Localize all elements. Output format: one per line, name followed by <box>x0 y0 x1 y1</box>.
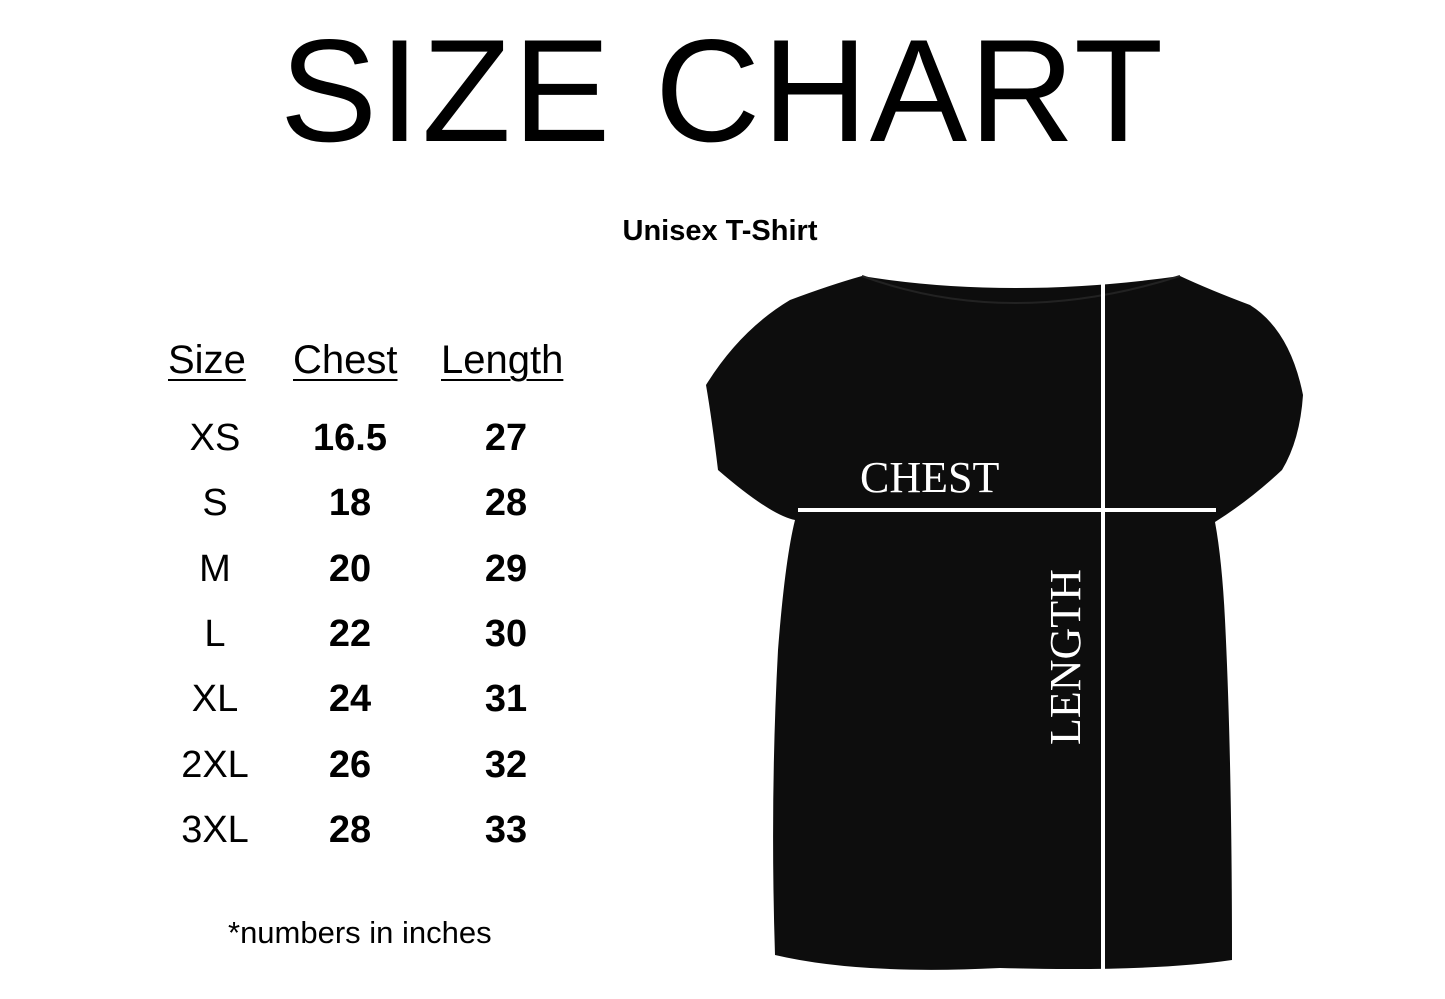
length-cell: 28 <box>484 482 528 525</box>
chest-cell: 16.5 <box>313 417 387 459</box>
length-cell: 27 <box>484 417 528 459</box>
chest-label: CHEST <box>860 453 999 502</box>
size-cell: XS <box>189 417 241 459</box>
subtitle: Unisex T-Shirt <box>622 215 818 247</box>
length-cell: 31 <box>484 678 528 721</box>
size-cell: XL <box>191 678 239 721</box>
size-cell: 3XL <box>181 808 249 851</box>
tshirt-shape <box>706 276 1303 970</box>
chest-line <box>798 508 1216 512</box>
header-chest: Chest <box>293 338 398 382</box>
chest-cell: 28 <box>328 808 372 851</box>
chest-cell: 20 <box>328 547 372 590</box>
chest-cell: 26 <box>328 743 372 786</box>
page-title: SIZE CHART <box>279 9 1166 172</box>
size-cell: M <box>199 547 231 590</box>
header-size: Size <box>168 338 246 382</box>
chest-cell: 22 <box>328 612 372 655</box>
footnote: *numbers in inches <box>228 915 492 950</box>
length-cell: 32 <box>484 743 528 786</box>
chest-cell: 18 <box>328 482 372 525</box>
length-line <box>1101 278 1105 971</box>
chest-cell: 24 <box>328 678 372 721</box>
length-label: LENGTH <box>1041 569 1090 745</box>
length-cell: 29 <box>484 547 528 590</box>
header-length: Length <box>441 338 564 382</box>
size-cell: L <box>204 612 226 655</box>
size-cell: S <box>202 482 228 525</box>
neckline <box>861 275 1181 304</box>
length-cell: 33 <box>484 808 528 851</box>
size-cell: 2XL <box>181 743 249 786</box>
length-cell: 30 <box>484 612 528 655</box>
